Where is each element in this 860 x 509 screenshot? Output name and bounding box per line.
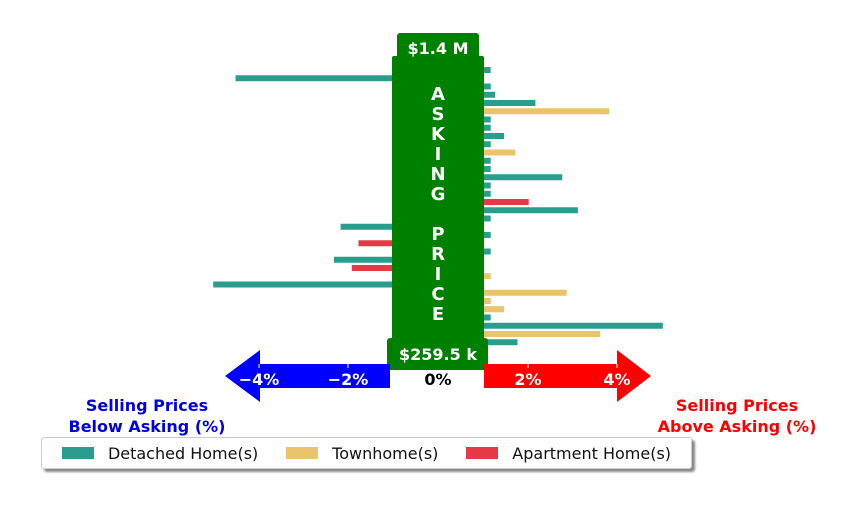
bar-29 (484, 298, 491, 304)
legend-item-townhome: Townhome(s) (286, 444, 438, 463)
bar-31 (484, 314, 491, 321)
asking-price-letter-3: K (431, 124, 446, 145)
bars-layer (213, 67, 663, 346)
bar-26 (484, 273, 491, 280)
bar-23 (484, 248, 491, 255)
bar-3 (484, 83, 491, 90)
bar-20 (340, 223, 392, 230)
bar-12 (484, 157, 491, 164)
bar-32 (484, 322, 663, 329)
bottom-price-box (387, 338, 488, 370)
asking-price-letter-6: G (431, 184, 446, 205)
bar-16 (484, 190, 491, 197)
bar-15 (484, 182, 491, 189)
bar-28 (484, 289, 567, 296)
bar-25 (351, 265, 392, 271)
bar-27 (213, 281, 392, 288)
bar-14 (484, 174, 563, 181)
below-asking-note: Selling Prices Below Asking (%) (62, 395, 232, 437)
legend-label-detached: Detached Home(s) (107, 443, 259, 463)
above-asking-arrow (484, 350, 651, 402)
legend: Detached Home(s) Townhome(s) Apartment H… (41, 437, 692, 469)
legend-swatch-apartment (466, 447, 499, 459)
bar-24 (333, 256, 392, 263)
above-asking-note-line-2: Above Asking (%) (657, 417, 817, 436)
asking-price-letter-8: P (431, 224, 444, 245)
bar-5 (484, 100, 536, 106)
top-price-label: $1.4 M (408, 39, 469, 58)
asking-price-letter-1: A (431, 84, 445, 105)
asking-price-letter-5: N (430, 164, 445, 185)
below-asking-note-line-2: Below Asking (%) (68, 417, 226, 436)
bar-22 (358, 240, 392, 247)
bar-30 (484, 306, 505, 313)
asking-price-column (392, 56, 484, 342)
bottom-price-label: $259.5 k (399, 345, 477, 364)
legend-item-apartment: Apartment Home(s) (466, 444, 671, 463)
asking-price-letter-12: E (432, 304, 444, 325)
asking-price-letter-10: I (435, 264, 442, 285)
asking-price-letter-9: R (431, 244, 445, 265)
above-asking-note: Selling Prices Above Asking (%) (642, 395, 832, 437)
x-tick-label-5: 4% (603, 370, 630, 389)
bar-10 (484, 141, 491, 148)
bar-34 (484, 339, 518, 346)
bar-13 (484, 166, 491, 172)
x-tick-label-3: 0% (424, 370, 451, 389)
asking-price-letter-4: I (435, 144, 442, 165)
bar-17 (484, 199, 529, 205)
bar-11 (484, 149, 516, 156)
bar-8 (484, 124, 491, 131)
bar-2 (235, 75, 392, 82)
above-asking-note-line-1: Selling Prices (675, 396, 799, 415)
bar-33 (484, 331, 601, 337)
below-asking-note-line-1: Selling Prices (85, 396, 209, 415)
x-axis: −4% −2% 0% 2% 4% (225, 350, 651, 402)
x-tick-label-1: −4% (239, 370, 280, 389)
x-tick-labels: −4% −2% 0% 2% 4% (239, 364, 631, 389)
x-tick-label-4: 2% (514, 370, 541, 389)
legend-swatch-detached (61, 447, 94, 459)
bar-21 (484, 232, 491, 238)
top-price-box (397, 33, 479, 63)
below-asking-arrow (225, 350, 390, 402)
asking-price-letter-2: S (432, 104, 445, 125)
bar-1 (484, 67, 491, 73)
bar-18 (484, 207, 578, 214)
bar-7 (484, 116, 491, 123)
legend-swatch-townhome (286, 447, 319, 459)
bar-9 (484, 133, 505, 139)
legend-label-apartment: Apartment Home(s) (512, 443, 672, 463)
legend-label-townhome: Townhome(s) (332, 443, 439, 463)
bar-6 (484, 108, 610, 115)
bar-19 (484, 215, 491, 222)
x-tick-label-2: −2% (328, 370, 369, 389)
bar-4 (484, 91, 496, 98)
asking-price-letter-11: C (431, 284, 444, 305)
legend-item-detached: Detached Home(s) (61, 443, 259, 463)
